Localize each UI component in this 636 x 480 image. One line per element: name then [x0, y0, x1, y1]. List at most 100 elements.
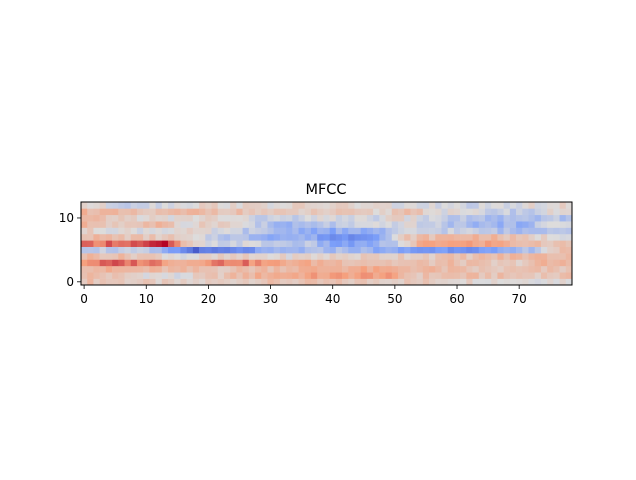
heatmap-cell [279, 233, 287, 241]
heatmap-cell [255, 221, 262, 228]
heatmap-cell [484, 221, 492, 228]
heatmap-cell [248, 259, 256, 267]
heatmap-cell [547, 246, 554, 254]
heatmap-cell [211, 227, 219, 235]
heatmap-cell [422, 246, 430, 254]
heatmap-cell [87, 246, 94, 254]
heatmap-cell [267, 227, 274, 235]
heatmap-cell [460, 233, 467, 241]
heatmap-cell [410, 240, 417, 247]
heatmap-cell [112, 208, 119, 216]
heatmap-cell [472, 240, 480, 247]
heatmap-cell [211, 208, 219, 216]
heatmap-cell [460, 246, 467, 254]
heatmap-cell [404, 227, 411, 235]
heatmap-cell [286, 202, 293, 209]
heatmap-cell [130, 265, 138, 273]
heatmap-cell [404, 265, 411, 273]
heatmap-cell [509, 246, 517, 254]
heatmap-cell [279, 240, 287, 247]
heatmap-cell [298, 259, 306, 267]
heatmap-cell [248, 246, 256, 254]
heatmap-cell [354, 214, 361, 222]
heatmap-cell [366, 259, 374, 267]
heatmap-cell [335, 259, 343, 267]
heatmap-cell [217, 265, 225, 273]
heatmap-cell [491, 208, 498, 216]
heatmap-cell [87, 240, 94, 247]
heatmap-cell [149, 246, 156, 254]
heatmap-cell [298, 278, 306, 286]
heatmap-cell [404, 221, 411, 228]
heatmap-cell [348, 233, 355, 241]
heatmap-cell [354, 253, 361, 260]
heatmap-cell [199, 221, 206, 228]
heatmap-cell [460, 272, 467, 279]
heatmap-cell [161, 214, 169, 222]
heatmap-cell [304, 233, 312, 241]
heatmap-cell [416, 221, 424, 228]
heatmap-cell [93, 214, 100, 222]
heatmap-cell [317, 240, 324, 247]
heatmap-cell [93, 208, 100, 216]
heatmap-cell [217, 202, 225, 209]
heatmap-cell [236, 214, 243, 222]
heatmap-cell [211, 246, 219, 254]
heatmap-cell [342, 221, 349, 228]
heatmap-cell [484, 253, 492, 260]
heatmap-cell [286, 208, 293, 216]
heatmap-cell [441, 233, 448, 241]
heatmap-cell [93, 253, 100, 260]
heatmap-cell [180, 253, 187, 260]
heatmap-cell [317, 265, 324, 273]
heatmap-cell [342, 240, 349, 247]
heatmap-cell [528, 246, 536, 254]
heatmap-cell [472, 278, 480, 286]
heatmap-cell [93, 227, 100, 235]
heatmap-cell [391, 253, 399, 260]
heatmap-cell [230, 259, 237, 267]
heatmap-cell [279, 221, 287, 228]
heatmap-cell [118, 227, 125, 235]
heatmap-cell [553, 233, 560, 241]
heatmap-cell [335, 278, 343, 286]
heatmap-cell [528, 259, 536, 267]
heatmap-cell [397, 208, 405, 216]
heatmap-cell [81, 240, 88, 247]
heatmap-cell [161, 208, 169, 216]
heatmap-cell [441, 259, 448, 267]
heatmap-cell [323, 278, 330, 286]
heatmap-cell [168, 202, 175, 209]
heatmap-cell [379, 246, 386, 254]
heatmap-cell [416, 240, 424, 247]
heatmap-cell [478, 233, 486, 241]
heatmap-cell [81, 202, 88, 209]
heatmap-cell [547, 227, 554, 235]
heatmap-cell [497, 272, 504, 279]
heatmap-cell [310, 233, 318, 241]
heatmap-cell [528, 233, 536, 241]
heatmap-cell [130, 208, 138, 216]
heatmap-cell [217, 221, 225, 228]
heatmap-cell [199, 272, 206, 279]
heatmap-cell [404, 214, 411, 222]
heatmap-cell [453, 259, 461, 267]
x-tick-label: 50 [387, 292, 402, 306]
heatmap-cell [186, 259, 194, 267]
heatmap-cell [118, 214, 125, 222]
heatmap-cell [105, 265, 113, 273]
heatmap-cell [360, 233, 368, 241]
heatmap-cell [491, 265, 498, 273]
heatmap-cell [261, 240, 268, 247]
heatmap-cell [509, 278, 517, 286]
heatmap-cell [410, 259, 417, 267]
heatmap-cell [391, 227, 399, 235]
heatmap-cell [534, 233, 542, 241]
heatmap-cell [385, 214, 393, 222]
heatmap-cell [373, 259, 380, 267]
heatmap-cell [472, 246, 480, 254]
heatmap-cell [161, 240, 169, 247]
heatmap-cell [509, 208, 517, 216]
heatmap-cell [105, 272, 113, 279]
x-tick-label: 60 [449, 292, 464, 306]
